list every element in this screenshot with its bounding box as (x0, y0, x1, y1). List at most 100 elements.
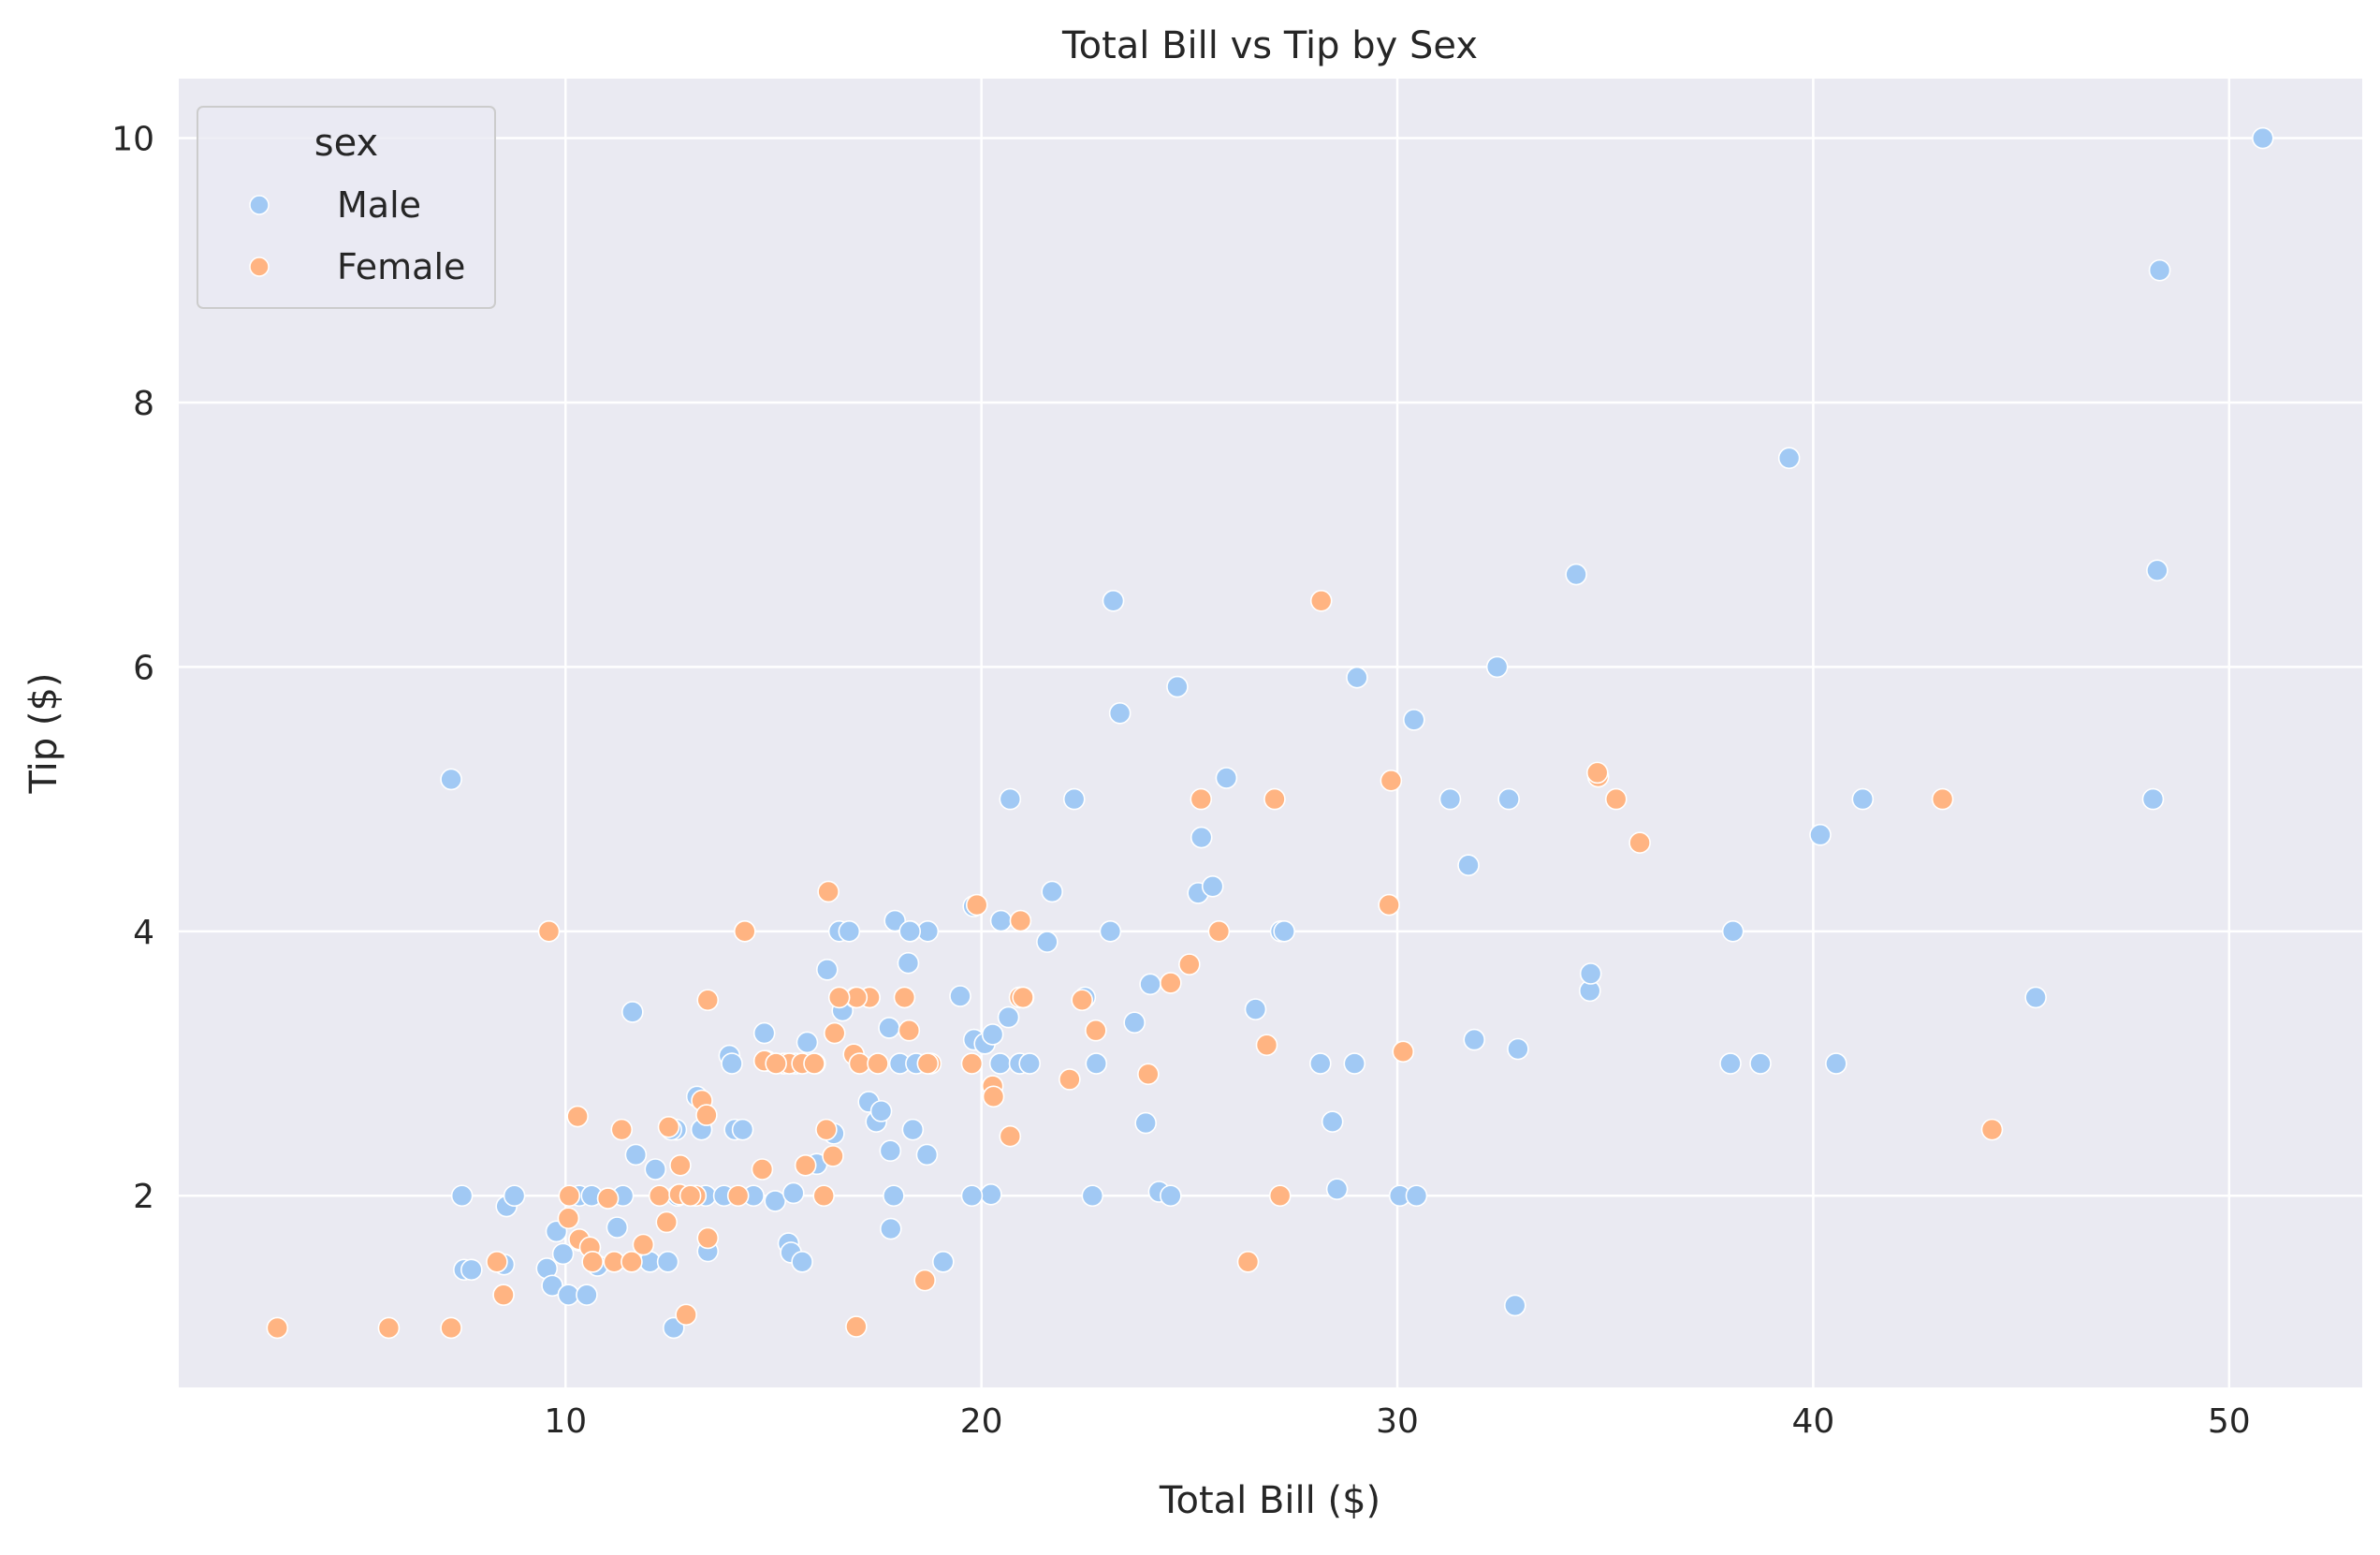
data-point-female (1980, 1118, 2004, 1141)
data-point-male (989, 909, 1013, 932)
data-point-male (721, 1052, 743, 1075)
legend-marker-female (249, 257, 270, 277)
data-point-male (1036, 931, 1059, 953)
data-point-female (669, 1153, 692, 1177)
data-point-female (794, 1153, 817, 1177)
data-point-female (655, 1210, 679, 1234)
data-point-female (581, 1251, 604, 1273)
data-point-female (596, 1187, 620, 1210)
data-point-male (1438, 787, 1462, 811)
data-point-male (576, 1284, 598, 1306)
data-point-male (815, 958, 839, 981)
data-point-female (675, 1303, 697, 1327)
data-point-male (931, 1251, 955, 1273)
data-point-male (764, 1190, 787, 1212)
data-point-male (1579, 962, 1602, 985)
data-point-male (1062, 787, 1086, 811)
x-tick-label: 20 (960, 1402, 1003, 1441)
data-point-male (503, 1184, 526, 1208)
data-point-female (815, 1118, 838, 1141)
data-point-female (1160, 972, 1182, 994)
data-point-male (557, 1284, 580, 1306)
data-point-male (1160, 1184, 1182, 1208)
data-point-male (1041, 880, 1063, 903)
data-point-female (610, 1118, 634, 1141)
data-point-female (648, 1184, 671, 1208)
data-point-male (606, 1216, 629, 1239)
data-point-female (1085, 1019, 1107, 1042)
data-point-male (731, 1118, 754, 1141)
data-point-male (460, 1258, 483, 1282)
data-point-female (1236, 1251, 1260, 1273)
data-point-female (492, 1284, 515, 1306)
data-point-female (898, 1019, 921, 1042)
data-point-male (1721, 920, 1745, 943)
data-point-male (981, 1023, 1004, 1046)
data-point-male (960, 1184, 984, 1208)
data-point-female (848, 1052, 871, 1075)
data-point-female (696, 989, 720, 1012)
data-point-female (1378, 893, 1400, 917)
data-point-male (901, 1118, 925, 1141)
data-point-male (1777, 447, 1801, 470)
data-point-male (1273, 920, 1295, 943)
data-point-female (1931, 787, 1954, 811)
data-point-female (1178, 953, 1201, 976)
data-point-male (878, 1017, 900, 1039)
data-point-male (2141, 787, 2165, 811)
data-point-male (1346, 666, 1368, 689)
data-point-male (624, 1143, 648, 1166)
data-point-female (982, 1085, 1005, 1108)
data-point-female (999, 1124, 1022, 1148)
tick-labels: 10 20 30 40 50 2 4 6 8 10 (111, 121, 2251, 1441)
data-point-male (621, 1001, 644, 1023)
data-point-female (845, 1315, 868, 1338)
data-point-male (1825, 1052, 1847, 1075)
data-point-male (1851, 787, 1875, 811)
data-point-male (999, 787, 1022, 811)
data-point-female (695, 1104, 718, 1126)
data-point-male (1166, 675, 1189, 698)
data-point-female (960, 1052, 984, 1075)
data-point-male (898, 920, 922, 943)
data-point-female (566, 1105, 589, 1128)
data-point-male (1081, 1184, 1104, 1208)
data-point-male (2148, 258, 2171, 282)
data-point-female (893, 986, 916, 1009)
y-axis-label: Tip ($) (22, 672, 66, 794)
data-point-female (1255, 1034, 1278, 1057)
data-point-female (1071, 989, 1093, 1012)
data-point-female (867, 1052, 889, 1075)
data-point-male (1134, 1111, 1157, 1135)
data-point-male (879, 1217, 902, 1240)
data-point-male (1343, 1052, 1366, 1075)
data-point-male (1719, 1052, 1742, 1075)
data-point-male (980, 1183, 1002, 1206)
data-point-female (1190, 787, 1213, 811)
y-tick-label: 10 (111, 121, 154, 159)
y-tick-label: 6 (133, 649, 154, 687)
data-point-female (916, 1052, 940, 1075)
data-point-female (1207, 920, 1231, 943)
data-point-male (883, 1184, 905, 1208)
data-point-male (949, 985, 971, 1007)
legend: sex Male Female (197, 106, 496, 309)
data-point-male (1085, 1052, 1108, 1075)
data-point-female (696, 1226, 720, 1250)
data-point-female (734, 920, 756, 943)
data-point-male (1463, 1028, 1486, 1051)
data-point-female (266, 1316, 289, 1340)
data-point-male (656, 1251, 679, 1273)
x-tick-label: 40 (1792, 1402, 1835, 1441)
data-point-male (2146, 559, 2168, 582)
data-point-male (1123, 1011, 1146, 1034)
data-point-male (1215, 767, 1238, 789)
data-point-male (1102, 589, 1125, 612)
data-point-female (913, 1269, 937, 1292)
data-point-female (1263, 787, 1286, 811)
data-point-male (440, 768, 462, 791)
data-point-female (1009, 909, 1032, 932)
data-point-male (1457, 854, 1480, 877)
data-point-male (1325, 1178, 1349, 1200)
